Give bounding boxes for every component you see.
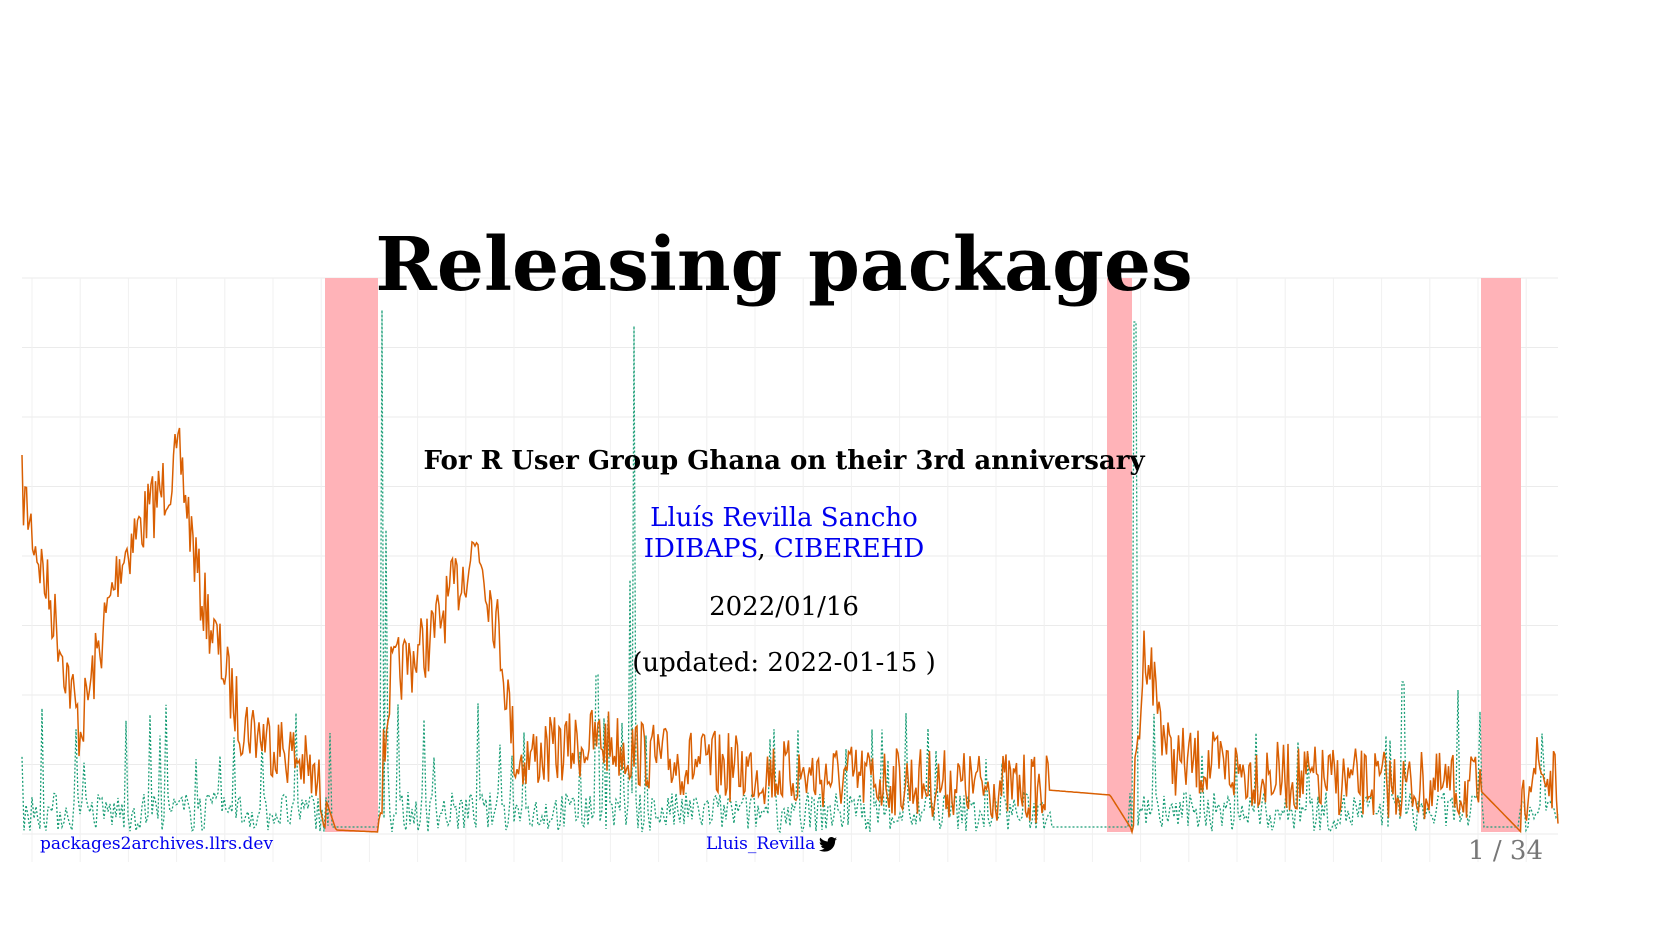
highlight-band-2 <box>1107 278 1132 832</box>
updated-date: (updated: 2022-01-15 ) <box>632 648 936 678</box>
highlight-band-3 <box>1481 278 1521 832</box>
green-series-line <box>21 309 1559 834</box>
footer-website-link[interactable]: packages2archives.llrs.dev <box>40 834 274 854</box>
ciberehd-link[interactable]: CIBEREHD <box>773 534 925 564</box>
twitter-handle: Lluis_Revilla <box>706 834 816 854</box>
twitter-icon <box>819 836 838 852</box>
idibaps-link[interactable]: IDIBAPS <box>643 534 758 564</box>
affiliation-separator: , <box>757 534 766 564</box>
author-name-link[interactable]: Lluís Revilla Sancho <box>650 503 918 533</box>
footer-twitter-link[interactable]: Lluis_Revilla <box>706 834 838 854</box>
slide-subtitle: For R User Group Ghana on their 3rd anni… <box>423 446 1145 476</box>
highlight-bands <box>325 278 1521 832</box>
author-block: Lluís Revilla Sancho IDIBAPS, CIBEREHD <box>0 503 1568 565</box>
slide-date: 2022/01/16 <box>709 592 859 622</box>
slide-title: Releasing packages <box>375 222 1193 308</box>
highlight-band-1 <box>325 278 378 832</box>
orange-series-line <box>21 427 1559 835</box>
slide-counter: 1 / 34 <box>1468 836 1543 866</box>
